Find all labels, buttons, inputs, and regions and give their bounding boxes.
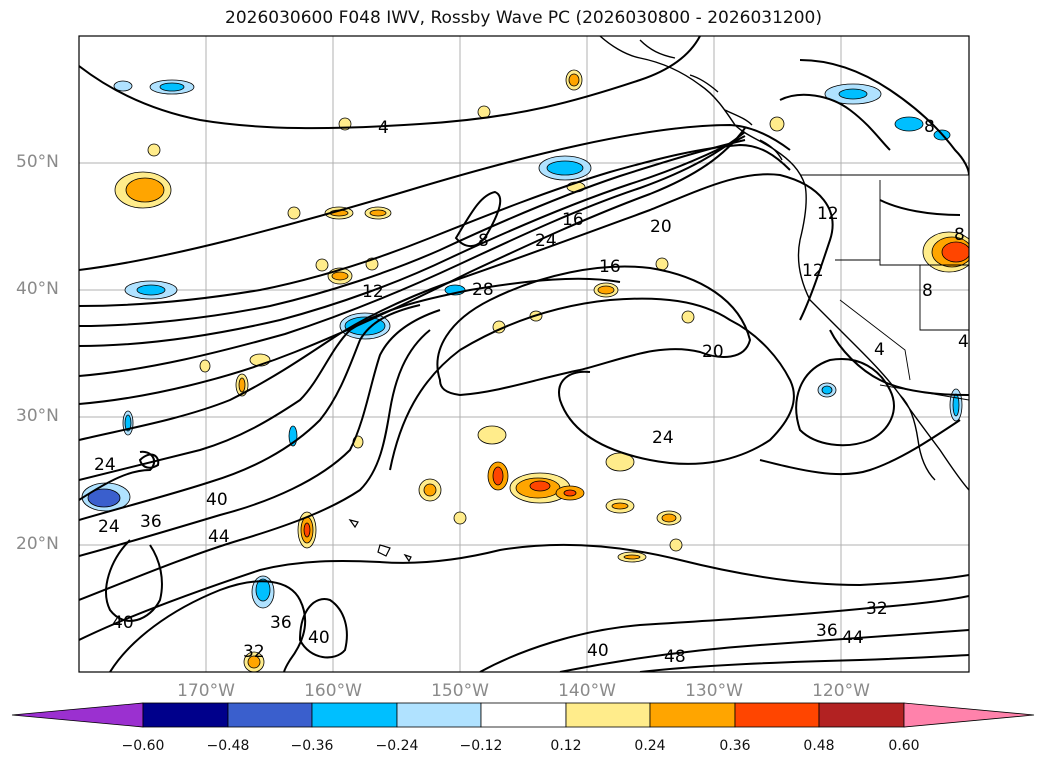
plot-content: 4 8 8 12 12 12 16 16 20 20 24 24 24 28 3… (79, 36, 969, 672)
colorbar-bin (565, 702, 651, 728)
colorbar-tick: 0.60 (888, 738, 920, 754)
islands (348, 519, 412, 563)
contour-label: 8 (478, 231, 489, 251)
colorbar-bin (480, 702, 567, 728)
colorbar-tick: 0.48 (803, 738, 835, 754)
lon-label: 130°W (685, 681, 743, 701)
contour-label: 20 (702, 342, 724, 362)
contour-label: 12 (362, 282, 384, 302)
lat-label: 30°N (16, 406, 59, 426)
contour-label: 32 (866, 599, 888, 619)
colorbar-tick: 0.36 (719, 738, 751, 754)
colorbar-extend-low (11, 702, 144, 728)
political-borders (800, 174, 969, 401)
colorbar-tick: −0.48 (206, 738, 250, 754)
contour-label: 24 (94, 455, 116, 475)
colorbar-bin (142, 702, 229, 728)
plot-frame (78, 35, 970, 673)
contour-label: 4 (378, 118, 389, 138)
contour-label: 16 (562, 210, 584, 230)
colorbar-tick: 0.12 (550, 738, 582, 754)
contour-label: 12 (817, 204, 839, 224)
lat-label: 20°N (16, 534, 59, 554)
contour-label: 4 (958, 332, 969, 352)
lon-label: 140°W (558, 681, 616, 701)
iwv-contours (79, 36, 969, 672)
contour-label: 44 (842, 628, 864, 648)
contour-label: 28 (472, 280, 494, 300)
contour-label: 8 (924, 117, 935, 137)
contour-label: 44 (208, 527, 230, 547)
colorbar-extend-high (903, 702, 1035, 728)
contour-label: 40 (308, 628, 330, 648)
colorbar-tick: −0.24 (375, 738, 419, 754)
lat-label: 40°N (16, 279, 59, 299)
contour-label: 8 (954, 225, 965, 245)
plot-background (79, 36, 969, 672)
colorbar-tick: 0.24 (634, 738, 666, 754)
colorbar-bin (734, 702, 820, 728)
map-title: 2026030600 F048 IWV, Rossby Wave PC (202… (225, 8, 822, 28)
contour-label: 20 (650, 217, 672, 237)
contour-label: 24 (98, 517, 120, 537)
colorbar-bin (227, 702, 313, 728)
lat-label: 50°N (16, 152, 59, 172)
contour-label: 36 (816, 621, 838, 641)
lon-label: 150°W (431, 681, 489, 701)
contour-label: 48 (664, 647, 686, 667)
contour-label: 12 (802, 261, 824, 281)
colorbar-bin (311, 702, 398, 728)
contour-label: 36 (270, 613, 292, 633)
contour-label: 16 (599, 257, 621, 277)
contour-label: 24 (652, 428, 674, 448)
contour-label: 40 (206, 490, 228, 510)
coastline (599, 36, 969, 491)
contour-label: 24 (535, 231, 557, 251)
lon-label: 160°W (304, 681, 362, 701)
colorbar-bin (396, 702, 482, 728)
colorbar-tick: −0.60 (121, 738, 165, 754)
contour-label: 8 (922, 281, 933, 301)
contour-label: 40 (112, 613, 134, 633)
contour-label: 4 (874, 340, 885, 360)
colorbar-tick: −0.36 (290, 738, 334, 754)
contour-label: 40 (587, 641, 609, 661)
contour-label: 36 (140, 512, 162, 532)
lon-label: 120°W (812, 681, 870, 701)
colorbar-bin (649, 702, 736, 728)
contour-labels: 4 8 8 12 12 12 16 16 20 20 24 24 24 28 3… (94, 117, 969, 667)
colorbar (11, 702, 1035, 728)
colorbar-tick: −0.12 (459, 738, 503, 754)
contour-label: 32 (243, 642, 265, 662)
anomaly-patches (81, 69, 969, 672)
lon-label: 170°W (177, 681, 235, 701)
colorbar-bin (818, 702, 905, 728)
